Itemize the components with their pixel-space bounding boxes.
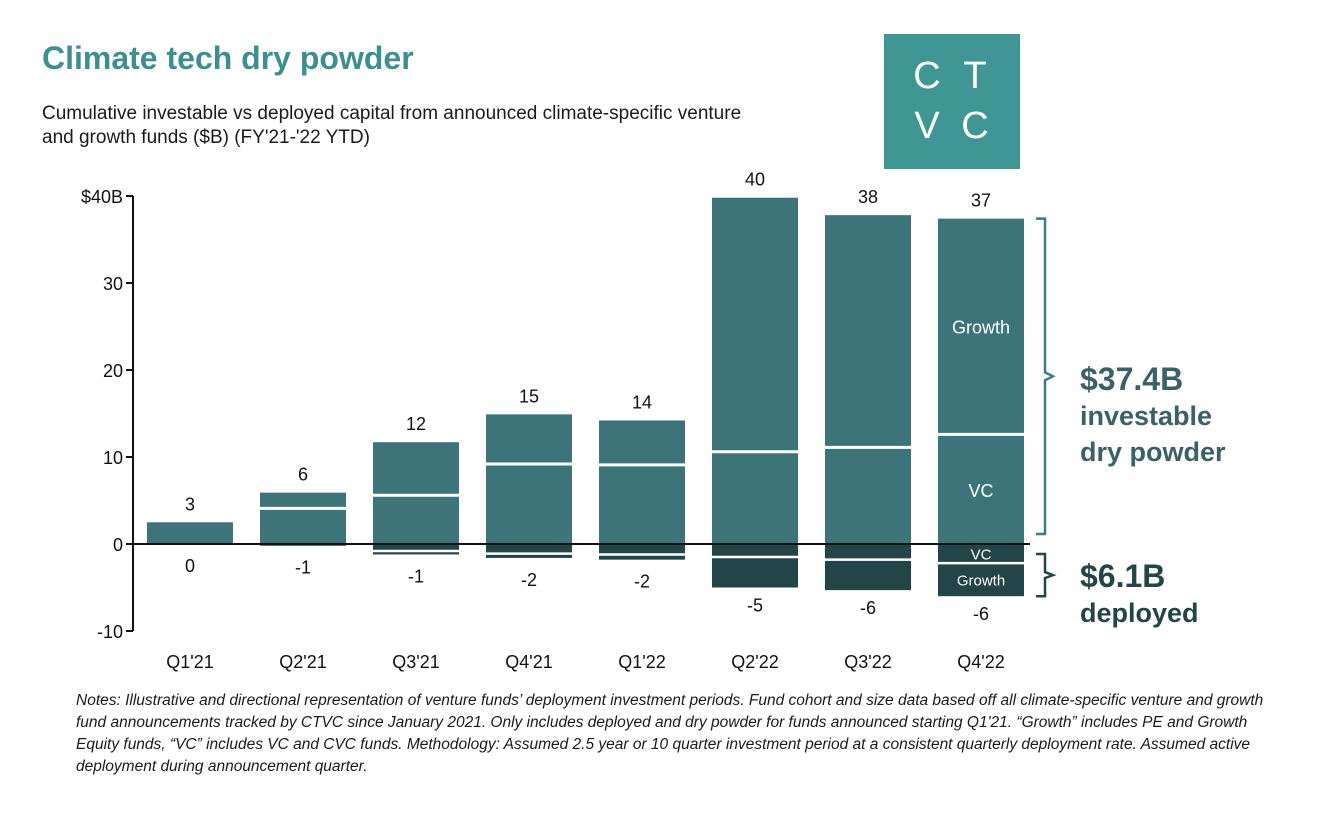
bar-total-label: 12 xyxy=(406,414,426,434)
logo-letter: C xyxy=(961,104,991,147)
investable-bar xyxy=(260,492,346,544)
bar-total-label: 38 xyxy=(858,187,878,207)
ctvc-logo: C T V C xyxy=(884,34,1020,169)
y-tick-label: -10 xyxy=(97,622,123,642)
deployed-bar xyxy=(938,544,1024,597)
deployed-caption: deployed xyxy=(1080,598,1199,628)
x-tick-label: Q2'22 xyxy=(731,652,778,672)
investable-bar xyxy=(938,218,1024,544)
investable-bar xyxy=(373,442,459,544)
deployed-bar xyxy=(599,544,685,560)
bar-total-label: 37 xyxy=(971,191,991,211)
x-tick-label: Q1'22 xyxy=(618,652,665,672)
bar-deployed-label: -1 xyxy=(295,558,311,578)
investable-bracket xyxy=(1036,217,1056,536)
bar-deployed-label: 0 xyxy=(185,556,195,576)
bar-total-label: 3 xyxy=(185,494,195,514)
x-tick-label: Q4'21 xyxy=(505,652,552,672)
logo-letter: C xyxy=(913,55,943,98)
investable-caption-line1: investable xyxy=(1080,401,1212,431)
y-tick-label: $40B xyxy=(81,187,123,207)
investable-bar xyxy=(486,414,572,544)
bar-total-label: 14 xyxy=(632,392,652,412)
investable-bar xyxy=(825,215,911,544)
segment-label-deployed-growth: Growth xyxy=(957,573,1005,590)
chart-subtitle: Cumulative investable vs deployed capita… xyxy=(42,103,742,148)
segment-label-growth: Growth xyxy=(952,318,1010,338)
deployed-bar xyxy=(373,544,459,555)
deployed-value-label: $6.1B xyxy=(1080,558,1165,594)
y-tick-label: 20 xyxy=(103,361,123,381)
deployed-bar xyxy=(486,544,572,558)
bar-total-label: 6 xyxy=(298,465,308,485)
y-tick-label: 10 xyxy=(103,448,123,468)
bar-chart: -100102030$40B30Q1'216-1Q2'2112-1Q3'2115… xyxy=(81,170,1226,672)
bar-total-label: 40 xyxy=(745,170,765,190)
chart-title: Climate tech dry powder xyxy=(42,40,414,76)
bar-deployed-label: -2 xyxy=(521,570,537,590)
bar-deployed-label: -2 xyxy=(634,572,650,592)
bar-deployed-label: -6 xyxy=(973,604,989,624)
investable-bar xyxy=(599,420,685,544)
logo-letter: T xyxy=(963,55,989,98)
investable-caption-line2: dry powder xyxy=(1080,437,1226,467)
deployed-bar xyxy=(825,544,911,591)
x-tick-label: Q2'21 xyxy=(279,652,326,672)
chart-notes: Notes: Illustrative and directional repr… xyxy=(76,692,1264,775)
logo-letter: V xyxy=(914,104,942,147)
investable-value-label: $37.4B xyxy=(1080,361,1183,397)
x-tick-label: Q3'21 xyxy=(392,652,439,672)
y-tick-label: 0 xyxy=(113,535,123,555)
x-tick-label: Q4'22 xyxy=(957,652,1004,672)
bar-total-label: 15 xyxy=(519,386,539,406)
x-tick-label: Q1'21 xyxy=(166,652,213,672)
deployed-bar xyxy=(712,544,798,588)
investable-bar xyxy=(712,197,798,545)
bar-deployed-label: -1 xyxy=(408,566,424,586)
bar-deployed-label: -6 xyxy=(860,598,876,618)
y-tick-label: 30 xyxy=(103,274,123,294)
investable-bar xyxy=(147,522,233,544)
deployed-bracket xyxy=(1036,552,1057,598)
x-tick-label: Q3'22 xyxy=(844,652,891,672)
bar-deployed-label: -5 xyxy=(747,596,763,616)
segment-label-deployed-vc: VC xyxy=(971,547,992,564)
segment-label-vc: VC xyxy=(968,481,993,501)
